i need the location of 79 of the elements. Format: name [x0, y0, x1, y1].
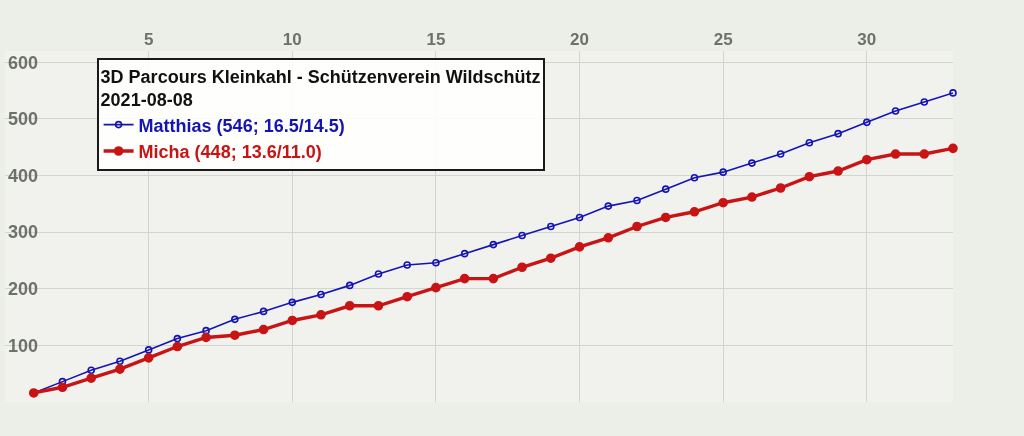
- point: [747, 192, 757, 202]
- point: [804, 171, 815, 182]
- point: [87, 366, 95, 375]
- point: [258, 324, 269, 335]
- point: [633, 196, 641, 205]
- point: [57, 382, 68, 393]
- text: 2021-08-08: [100, 90, 193, 111]
- point: [748, 159, 756, 167]
- y-tick-label: 100: [8, 335, 39, 356]
- point: [288, 298, 297, 307]
- point: [115, 364, 125, 374]
- point: [833, 166, 843, 176]
- y-tick-label: 600: [8, 52, 39, 73]
- point: [488, 273, 499, 284]
- point: [604, 202, 613, 210]
- point: [689, 206, 700, 217]
- point: [660, 212, 671, 223]
- point: [116, 357, 124, 366]
- point: [661, 185, 670, 193]
- point: [547, 222, 555, 231]
- point: [575, 213, 584, 222]
- point: [86, 373, 96, 384]
- point: [201, 332, 211, 343]
- point: [891, 107, 900, 115]
- point: [202, 326, 210, 335]
- point: [546, 253, 556, 263]
- point: [949, 89, 957, 97]
- point: [345, 281, 354, 290]
- x-tick-label: 20: [570, 29, 590, 49]
- point: [373, 300, 384, 311]
- point: [317, 290, 325, 299]
- point: [143, 353, 154, 363]
- point: [632, 221, 642, 232]
- x-tick-label: 5: [143, 29, 154, 49]
- point: [431, 282, 441, 293]
- point: [374, 270, 383, 278]
- point: [862, 154, 872, 165]
- y-tick-label: 200: [8, 279, 39, 300]
- x-tick-label: 30: [857, 29, 877, 49]
- point: [173, 334, 182, 343]
- legend-label: Micha (448; 13.6/11.0): [138, 142, 322, 163]
- x-tick-label: 25: [713, 29, 733, 49]
- point: [344, 300, 355, 311]
- y-tick-label: 400: [8, 165, 39, 186]
- x-tick-label: 15: [426, 29, 446, 49]
- y-tick-label: 300: [8, 222, 39, 243]
- point: [718, 197, 728, 208]
- point: [460, 249, 469, 258]
- y-tick-label: 500: [8, 109, 39, 130]
- point: [517, 262, 527, 273]
- point: [287, 315, 298, 326]
- point: [144, 346, 153, 354]
- point: [402, 291, 412, 302]
- point: [489, 240, 498, 249]
- point: [775, 183, 786, 193]
- point: [948, 143, 958, 154]
- point: [230, 330, 240, 340]
- point: [834, 129, 842, 138]
- point: [805, 138, 814, 147]
- point: [719, 168, 727, 176]
- point: [459, 273, 470, 284]
- point: [919, 149, 930, 159]
- text: 3D Parcours Kleinkahl - Schützenverein Wildschütz: [100, 67, 541, 87]
- point: [432, 258, 440, 267]
- point: [776, 150, 785, 158]
- x-tick-label: 10: [282, 29, 302, 49]
- point: [231, 315, 239, 324]
- point: [890, 149, 901, 159]
- point: [316, 310, 326, 320]
- point: [863, 118, 871, 127]
- legend-label: Matthias (546; 16.5/14.5): [138, 115, 345, 136]
- point: [259, 307, 268, 316]
- point: [920, 98, 929, 106]
- point: [172, 341, 183, 352]
- point: [690, 174, 699, 182]
- point: [403, 261, 411, 269]
- point: [574, 242, 585, 252]
- point: [603, 233, 614, 243]
- point: [518, 231, 526, 240]
